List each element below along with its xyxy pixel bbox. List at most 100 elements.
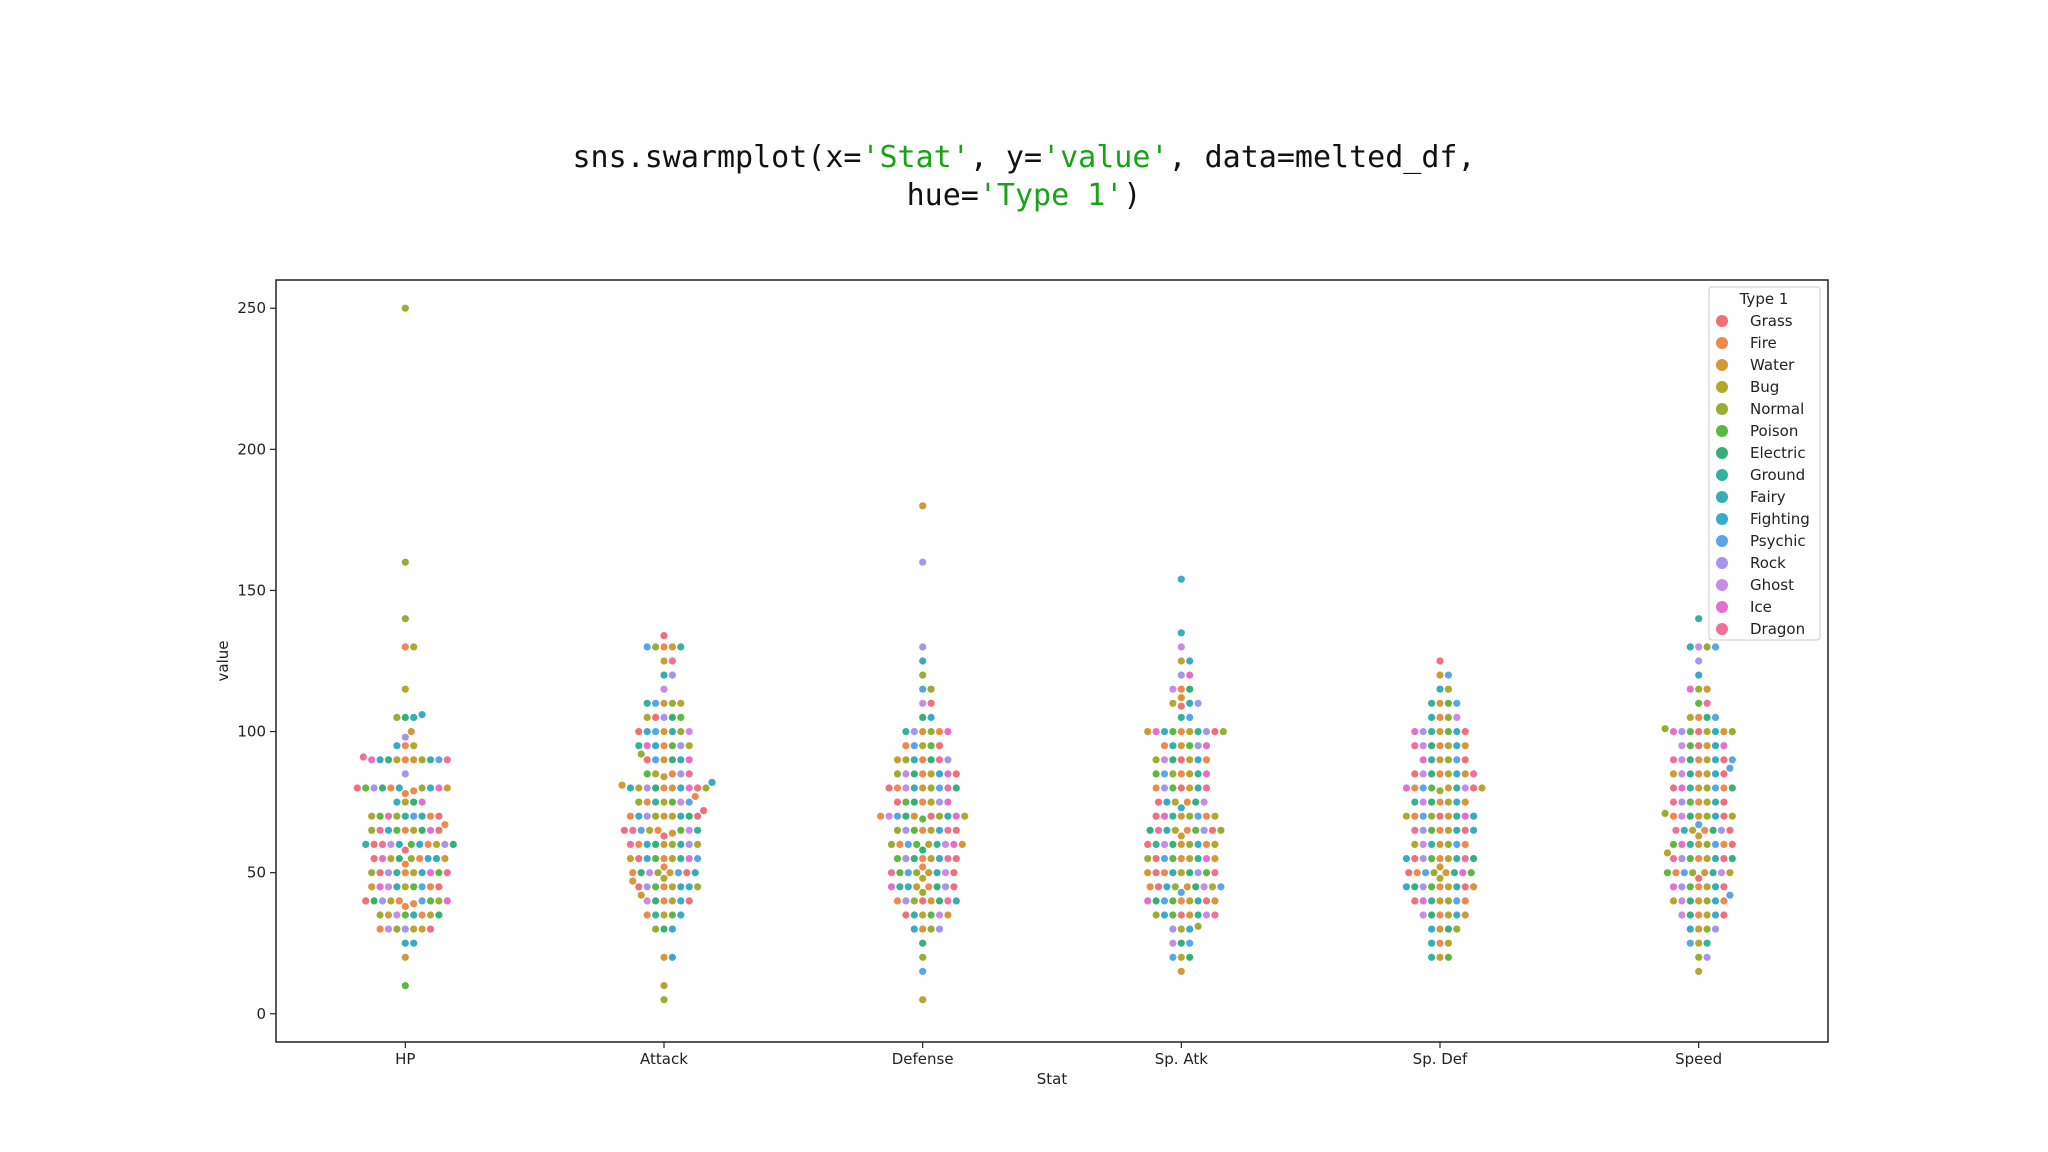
swarm-point xyxy=(1711,897,1720,905)
swarm-point xyxy=(1453,742,1461,750)
swarm-point xyxy=(1177,939,1185,947)
swarm-point xyxy=(1177,855,1185,863)
code-token: 'Stat' xyxy=(861,140,970,175)
swarm-point xyxy=(1436,685,1444,693)
swarm-point xyxy=(893,756,902,764)
swarm-point xyxy=(1444,713,1452,722)
swarm-point xyxy=(418,911,426,919)
swarm-point xyxy=(1169,840,1177,849)
swarm-point xyxy=(1669,784,1678,792)
swarm-point xyxy=(677,699,685,707)
swarm-point xyxy=(927,742,935,750)
swarm-point xyxy=(668,742,677,750)
swarm-point xyxy=(1669,855,1678,863)
swarm-point xyxy=(441,821,449,829)
code-token: sns.swarmplot(x= xyxy=(572,140,862,175)
swarm-point xyxy=(944,855,952,863)
swarm-point xyxy=(919,643,927,651)
swarm-point xyxy=(685,826,693,834)
swarm-point xyxy=(1419,812,1427,820)
swarm-point xyxy=(660,657,668,665)
swarm-point xyxy=(1453,925,1461,933)
swarm-point xyxy=(368,826,376,834)
swarm-point xyxy=(1686,798,1694,806)
swarm-point xyxy=(652,798,660,806)
code-token: 'Type 1' xyxy=(978,178,1124,213)
swarm-point xyxy=(384,911,393,919)
swarm-point xyxy=(376,826,384,834)
swarm-point xyxy=(1177,770,1185,778)
swarm-point xyxy=(941,869,950,877)
swarm-point xyxy=(1428,770,1436,778)
swarm-point xyxy=(1678,897,1686,905)
swarm-point xyxy=(393,925,401,933)
swarm-point xyxy=(1419,756,1427,764)
swarm-point xyxy=(887,869,896,877)
legend-label: Fairy xyxy=(1750,488,1786,506)
swarm-point xyxy=(435,756,443,764)
swarm-point xyxy=(1695,953,1703,961)
swarm-point xyxy=(410,911,418,919)
swarm-point xyxy=(1160,728,1169,736)
swarm-point xyxy=(1177,888,1185,897)
swarm-point xyxy=(1186,742,1194,750)
swarm-point xyxy=(393,911,401,919)
swarm-point xyxy=(401,812,409,820)
swarm-point xyxy=(668,643,677,651)
swarm-point xyxy=(927,911,935,919)
swarm-point xyxy=(958,840,966,849)
swarm-point xyxy=(1177,702,1185,710)
swarm-point xyxy=(652,840,660,849)
swarm-point xyxy=(1711,798,1720,806)
swarm-point xyxy=(626,855,635,863)
swarm-point xyxy=(677,798,685,806)
swarm-point xyxy=(1436,911,1444,919)
swarm-point xyxy=(1669,756,1678,764)
swarm-point xyxy=(1200,883,1208,891)
swarm-point xyxy=(1411,742,1419,750)
swarm-point xyxy=(919,911,927,919)
swarm-point xyxy=(1711,643,1720,651)
swarm-point xyxy=(1711,883,1720,891)
swarm-point xyxy=(677,713,685,722)
swarm-point xyxy=(1703,770,1711,778)
swarm-point xyxy=(1701,869,1709,877)
swarm-point xyxy=(660,897,668,905)
swarm-point xyxy=(1444,812,1452,820)
swarm-point xyxy=(435,826,443,834)
swarm-point xyxy=(652,897,660,905)
swarm-point xyxy=(378,840,387,849)
legend-marker xyxy=(1716,601,1728,613)
swarm-point xyxy=(1695,840,1703,849)
swarm-point xyxy=(635,840,643,849)
swarm-point xyxy=(1419,728,1427,736)
swarm-point xyxy=(910,784,918,792)
swarm-point xyxy=(944,897,952,905)
swarm-point xyxy=(925,840,933,849)
swarm-point xyxy=(1186,840,1194,849)
swarm-point xyxy=(626,840,635,849)
swarm-point xyxy=(927,784,935,792)
swarm-point xyxy=(1194,770,1202,778)
swarm-point xyxy=(1186,953,1194,961)
swarm-point xyxy=(652,812,660,820)
swarm-point xyxy=(362,784,370,792)
swarm-point xyxy=(1444,883,1452,891)
swarm-point xyxy=(919,888,927,897)
swarm-point xyxy=(904,840,912,849)
swarm-point xyxy=(1186,897,1194,905)
swarm-point xyxy=(660,812,668,820)
swarm-point xyxy=(387,897,395,905)
swarm-point xyxy=(416,840,424,849)
swarm-point xyxy=(626,784,635,792)
swarm-point xyxy=(1217,826,1225,834)
swarm-point xyxy=(418,883,426,891)
swarm-point xyxy=(410,713,418,722)
swarm-point xyxy=(1669,728,1678,736)
swarm-point xyxy=(410,756,418,764)
swarm-point xyxy=(694,826,702,834)
swarm-point xyxy=(1461,883,1469,891)
swarm-point xyxy=(353,784,361,792)
swarm-point xyxy=(401,685,409,693)
swarm-point xyxy=(927,685,935,693)
